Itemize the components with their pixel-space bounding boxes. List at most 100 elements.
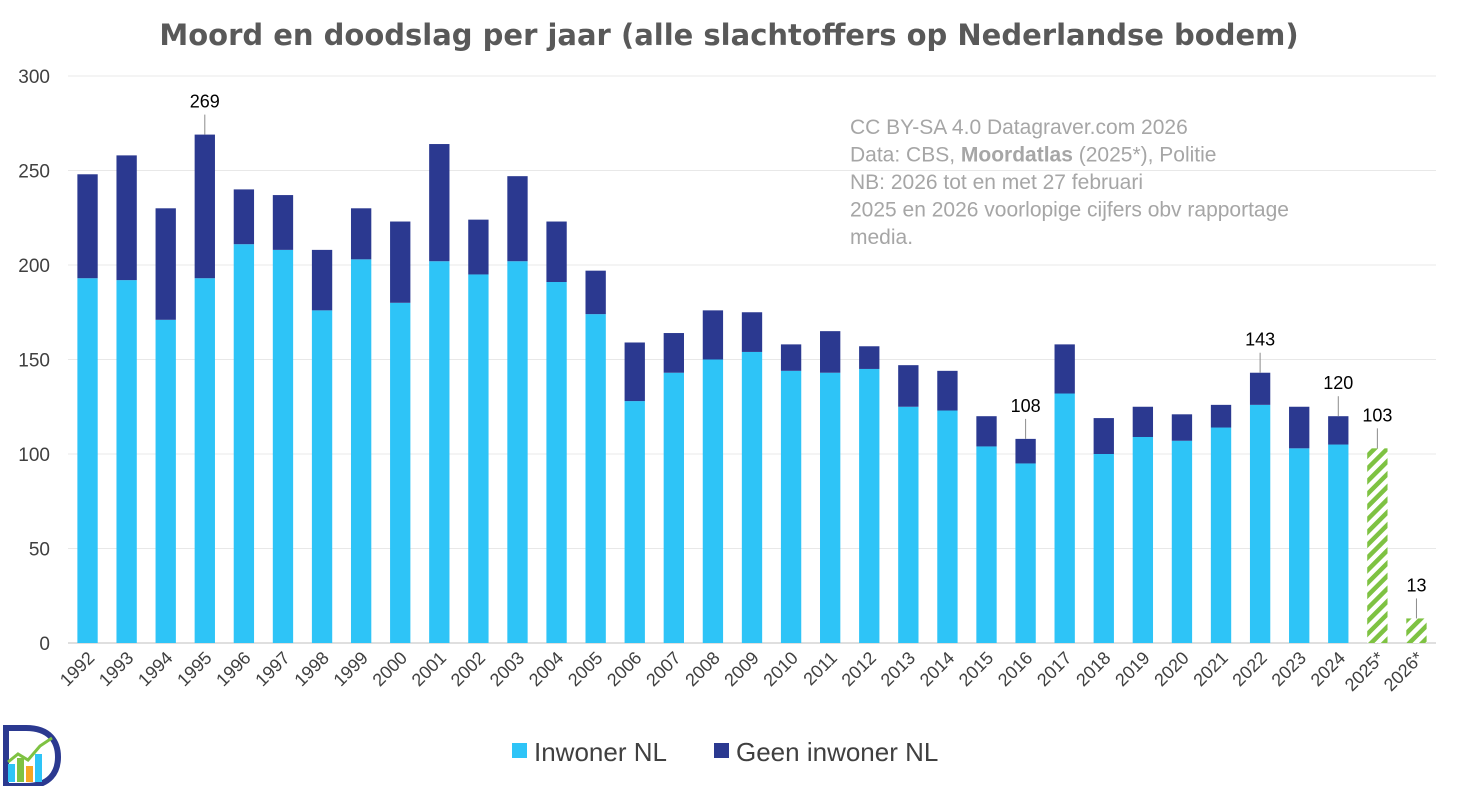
bar-2012-inwoner-nl [859,368,880,643]
x-tick-label: 2011 [799,648,841,690]
data-label-2025: 103 [1362,405,1392,425]
data-label-2022: 143 [1245,330,1275,350]
bar-2019-geen-inwoner-nl [1132,406,1154,437]
bar-1998-geen-inwoner-nl [311,249,333,311]
bar-2026-voorlopig [1406,618,1427,643]
bar-2016-inwoner-nl [1015,463,1036,643]
bar-2000-geen-inwoner-nl [390,221,411,303]
bar-2007-inwoner-nl [663,372,684,643]
x-tick-label: 2001 [408,648,450,690]
bar-2010-inwoner-nl [780,370,802,643]
bar-2024-inwoner-nl [1328,444,1349,643]
x-tick-label: 2003 [486,648,528,690]
bar-2014-inwoner-nl [937,410,958,643]
x-tick-label: 1998 [290,648,332,690]
x-tick-label: 2018 [1072,648,1114,690]
x-tick-label: 2023 [1268,648,1310,690]
bar-2022-geen-inwoner-nl [1249,372,1271,405]
bar-1992-geen-inwoner-nl [77,174,98,279]
x-tick-label: 2012 [838,648,880,690]
x-tick-label: 2002 [447,648,489,690]
bar-1996-geen-inwoner-nl [233,189,255,245]
bar-2018-inwoner-nl [1093,454,1114,643]
x-tick-label: 2022 [1228,648,1270,690]
bar-2004-inwoner-nl [546,282,567,643]
bar-2013-geen-inwoner-nl [898,365,919,407]
bar-2017-inwoner-nl [1054,393,1075,643]
annotation-line-1-part-1: CC BY-SA 4.0 Datagraver.com 2026 [850,116,1188,139]
bar-2007-geen-inwoner-nl [663,333,684,373]
bar-2023-inwoner-nl [1289,448,1310,643]
bar-2010-geen-inwoner-nl [780,344,802,371]
bar-2011-geen-inwoner-nl [820,331,841,373]
legend-swatch [512,743,527,758]
bar-1993-inwoner-nl [116,280,137,643]
bar-2009-inwoner-nl [741,351,763,643]
data-labels: 269 108 143 120 103 13 [190,92,1426,619]
bar-1999-inwoner-nl [350,259,372,643]
data-label-2026: 13 [1406,575,1426,595]
source-annotation: CC BY-SA 4.0 Datagraver.com 2026 Data: CB… [850,116,1289,249]
bar-2014-geen-inwoner-nl [937,370,958,411]
y-tick-label: 300 [18,67,50,88]
bar-2013-inwoner-nl [898,406,919,643]
bar-2011-inwoner-nl [820,372,841,643]
x-tick-label: 2010 [759,648,801,690]
x-tick-label: 1996 [212,648,254,690]
bar-2008-inwoner-nl [702,359,724,643]
x-axis-ticks: 1992199319941995199619971998199920002001… [56,648,1427,695]
bar-1999-geen-inwoner-nl [350,208,372,260]
datagraver-logo-icon [3,725,62,786]
bar-1995-geen-inwoner-nl [194,134,215,279]
bar-2002-geen-inwoner-nl [468,219,489,275]
y-tick-label: 150 [18,351,50,372]
bar-2012-geen-inwoner-nl [859,346,880,369]
x-tick-label: 2009 [720,648,762,690]
bar-2015-inwoner-nl [976,446,997,643]
bar-2024-geen-inwoner-nl [1328,416,1349,445]
bar-2015-geen-inwoner-nl [976,416,997,447]
bar-2025-voorlopig [1367,448,1388,643]
bars [77,134,1427,643]
bar-1994-inwoner-nl [155,319,176,643]
x-tick-label: 2015 [955,648,997,690]
data-label-2024: 120 [1323,373,1353,393]
x-tick-label: 2016 [994,648,1036,690]
bar-1998-inwoner-nl [311,310,333,643]
annotation-line-3-part-1: NB: 2026 tot en met 27 februari [850,171,1143,194]
bar-1995-inwoner-nl [194,278,215,643]
bar-2016-geen-inwoner-nl [1015,438,1036,464]
x-tick-label: 1994 [134,648,176,690]
y-tick-label: 100 [18,445,50,466]
legend-label: Inwoner NL [534,737,667,767]
bar-2021-inwoner-nl [1210,427,1232,643]
x-tick-label: 2026* [1380,648,1427,695]
y-tick-label: 50 [29,540,50,561]
bar-1993-geen-inwoner-nl [116,155,137,281]
bar-2002-inwoner-nl [468,274,489,643]
bar-2021-geen-inwoner-nl [1210,404,1232,428]
bar-2003-inwoner-nl [507,261,528,643]
bar-2001-geen-inwoner-nl [429,144,450,262]
legend: Inwoner NL Geen inwoner NL [512,737,938,767]
y-axis-ticks: 0 50 100 150 200 250 300 [18,67,50,655]
legend-swatch [714,743,729,758]
annotation-line-5-part-1: media. [850,226,913,249]
bar-1996-inwoner-nl [233,244,255,643]
x-tick-label: 2013 [877,648,919,690]
bar-2003-geen-inwoner-nl [507,176,528,262]
bar-2020-geen-inwoner-nl [1171,414,1193,441]
x-tick-label: 2025* [1341,648,1388,695]
x-tick-label: 1992 [56,648,98,690]
bar-2001-inwoner-nl [429,261,450,643]
x-tick-label: 2017 [1033,648,1075,690]
bar-2005-geen-inwoner-nl [585,270,606,315]
bar-2020-inwoner-nl [1171,440,1193,643]
bar-2006-inwoner-nl [624,401,645,643]
bar-1997-geen-inwoner-nl [272,195,294,250]
bar-2006-geen-inwoner-nl [624,342,645,402]
y-tick-label: 250 [18,162,50,183]
x-tick-label: 1993 [95,648,137,690]
bar-2000-inwoner-nl [390,302,411,643]
bar-2009-geen-inwoner-nl [741,312,763,352]
